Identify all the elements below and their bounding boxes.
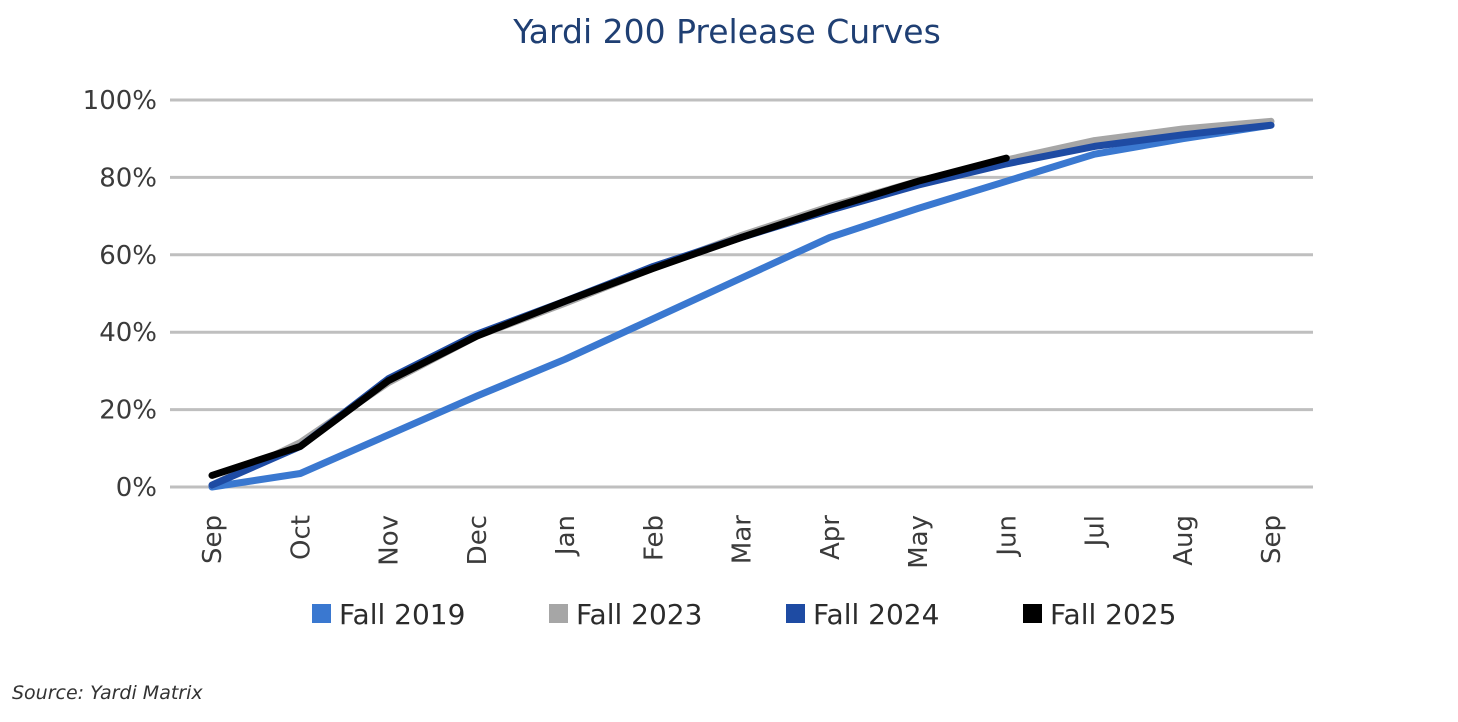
legend-swatch: [786, 604, 805, 623]
y-tick-label: 80%: [99, 163, 157, 193]
y-tick-label: 0%: [116, 473, 157, 503]
series-line-fall-2025: [208, 154, 1010, 479]
series-line-fall-2024: [208, 121, 1275, 489]
x-tick-label: Aug: [1169, 515, 1199, 566]
x-tick-label: Dec: [463, 515, 493, 565]
y-tick-label: 20%: [99, 396, 157, 426]
legend: Fall 2019 Fall 2023 Fall 2024 Fall 2025: [312, 598, 1176, 631]
legend-label: Fall 2024: [813, 598, 939, 631]
y-axis-tick-labels: 0% 20% 40% 60% 80% 100%: [83, 86, 157, 503]
x-tick-label: May: [904, 515, 934, 569]
x-tick-label: Oct: [286, 515, 316, 560]
legend-label: Fall 2023: [576, 598, 702, 631]
x-tick-label: Mar: [728, 515, 758, 564]
legend-item-fall-2019: Fall 2019: [312, 598, 465, 631]
y-tick-label: 60%: [99, 241, 157, 271]
source-note: Source: Yardi Matrix: [12, 682, 203, 704]
x-tick-label: Sep: [198, 515, 228, 564]
x-tick-label: Nov: [375, 515, 405, 566]
legend-item-fall-2023: Fall 2023: [549, 598, 702, 631]
x-tick-label: Jan: [551, 515, 581, 557]
legend-item-fall-2025: Fall 2025: [1023, 598, 1176, 631]
y-tick-label: 40%: [99, 318, 157, 348]
x-tick-label: Apr: [816, 515, 846, 560]
y-tick-label: 100%: [83, 86, 157, 116]
series-line-fall-2023: [208, 117, 1275, 489]
legend-swatch: [549, 604, 568, 623]
legend-label: Fall 2019: [339, 598, 465, 631]
chart-title: Yardi 200 Prelease Curves: [512, 12, 941, 51]
legend-item-fall-2024: Fall 2024: [786, 598, 939, 631]
x-tick-label: Jul: [1081, 515, 1111, 548]
legend-swatch: [312, 604, 331, 623]
x-axis-tick-labels: Sep Oct Nov Dec Jan Feb Mar Apr May Jun Jul Aug Sep: [198, 515, 1287, 569]
legend-label: Fall 2025: [1050, 598, 1176, 631]
legend-swatch: [1023, 604, 1042, 623]
series-line-fall-2019: [208, 121, 1275, 491]
x-tick-label: Sep: [1257, 515, 1287, 564]
x-tick-label: Feb: [639, 515, 669, 561]
x-tick-label: Jun: [992, 515, 1022, 558]
series-lines: [208, 117, 1275, 491]
gridlines: [170, 98, 1313, 489]
